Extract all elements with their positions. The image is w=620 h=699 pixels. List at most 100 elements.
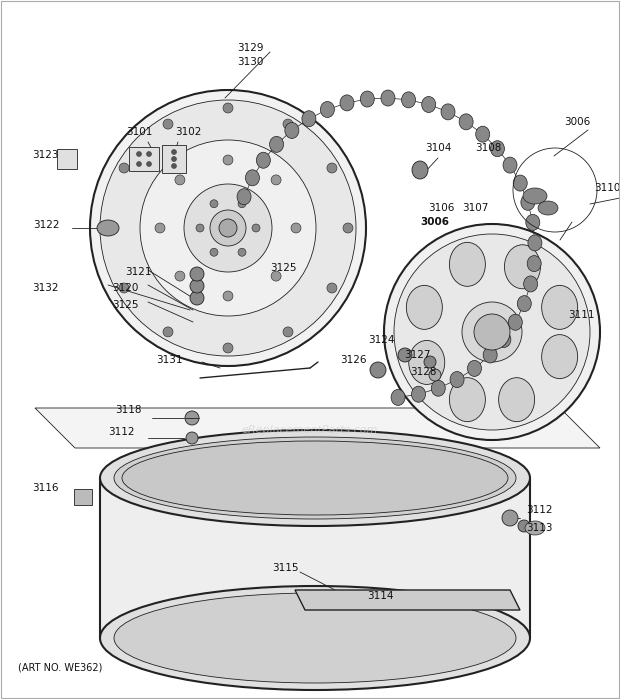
Ellipse shape — [321, 101, 334, 117]
Ellipse shape — [270, 136, 283, 152]
Ellipse shape — [119, 283, 129, 293]
Ellipse shape — [459, 114, 473, 130]
Polygon shape — [295, 590, 520, 610]
Text: 3124: 3124 — [368, 335, 394, 345]
Circle shape — [190, 267, 204, 281]
Ellipse shape — [384, 224, 600, 440]
Ellipse shape — [474, 314, 510, 350]
Circle shape — [146, 152, 151, 157]
Ellipse shape — [483, 347, 497, 363]
Ellipse shape — [163, 327, 173, 337]
Ellipse shape — [271, 271, 281, 281]
Circle shape — [190, 279, 204, 293]
Text: 3129: 3129 — [237, 43, 264, 53]
Text: 3102: 3102 — [175, 127, 202, 137]
Text: 3125: 3125 — [270, 263, 296, 273]
Ellipse shape — [462, 302, 522, 362]
Ellipse shape — [238, 200, 246, 208]
Text: 3128: 3128 — [410, 367, 436, 377]
Text: 3115: 3115 — [272, 563, 298, 573]
Ellipse shape — [327, 163, 337, 173]
Polygon shape — [35, 408, 600, 448]
Circle shape — [398, 348, 412, 362]
FancyBboxPatch shape — [162, 145, 186, 173]
Text: 3114: 3114 — [367, 591, 393, 601]
Ellipse shape — [302, 110, 316, 127]
Ellipse shape — [394, 234, 590, 430]
Circle shape — [424, 356, 436, 368]
Ellipse shape — [412, 387, 425, 402]
Ellipse shape — [524, 276, 538, 292]
Ellipse shape — [508, 315, 522, 330]
Text: 3101: 3101 — [126, 127, 153, 137]
Ellipse shape — [210, 248, 218, 257]
Text: 3110: 3110 — [594, 183, 620, 193]
Ellipse shape — [412, 161, 428, 179]
Ellipse shape — [476, 127, 490, 142]
Ellipse shape — [271, 175, 281, 185]
Ellipse shape — [97, 220, 119, 236]
Ellipse shape — [517, 296, 531, 312]
Circle shape — [370, 362, 386, 378]
Ellipse shape — [184, 184, 272, 272]
Ellipse shape — [175, 271, 185, 281]
Ellipse shape — [406, 285, 442, 329]
Ellipse shape — [291, 223, 301, 233]
Ellipse shape — [100, 100, 356, 356]
Text: 3122: 3122 — [33, 220, 60, 230]
Ellipse shape — [219, 219, 237, 237]
Text: 3116: 3116 — [32, 483, 58, 493]
Text: 3108: 3108 — [475, 143, 502, 153]
Ellipse shape — [223, 155, 233, 165]
Ellipse shape — [210, 200, 218, 208]
Text: 3120: 3120 — [112, 283, 138, 293]
Ellipse shape — [527, 256, 541, 272]
Ellipse shape — [343, 223, 353, 233]
Ellipse shape — [525, 521, 545, 535]
Text: 3127: 3127 — [404, 350, 430, 360]
Ellipse shape — [422, 96, 436, 113]
Ellipse shape — [140, 140, 316, 316]
Text: 3111: 3111 — [568, 310, 595, 320]
Text: 3121: 3121 — [125, 267, 151, 277]
Text: 3104: 3104 — [425, 143, 451, 153]
Ellipse shape — [360, 91, 374, 107]
Ellipse shape — [513, 175, 527, 191]
Ellipse shape — [450, 243, 485, 287]
Text: (ART NO. WE362): (ART NO. WE362) — [18, 662, 102, 672]
Circle shape — [136, 152, 141, 157]
Text: 3125: 3125 — [112, 300, 138, 310]
Ellipse shape — [114, 437, 516, 519]
Ellipse shape — [155, 223, 165, 233]
Ellipse shape — [381, 90, 395, 106]
Circle shape — [502, 510, 518, 526]
Ellipse shape — [114, 593, 516, 683]
Ellipse shape — [498, 377, 534, 421]
Circle shape — [518, 520, 530, 532]
FancyBboxPatch shape — [74, 489, 92, 505]
Polygon shape — [100, 478, 530, 638]
Text: 3107: 3107 — [462, 203, 489, 213]
Text: 3006: 3006 — [564, 117, 590, 127]
Ellipse shape — [119, 163, 129, 173]
Ellipse shape — [505, 245, 541, 289]
Ellipse shape — [283, 327, 293, 337]
Ellipse shape — [490, 140, 505, 157]
Ellipse shape — [327, 283, 337, 293]
Text: 3131: 3131 — [156, 355, 182, 365]
Text: 3123: 3123 — [32, 150, 58, 160]
FancyBboxPatch shape — [57, 149, 77, 169]
Text: 3118: 3118 — [115, 405, 141, 415]
Circle shape — [429, 369, 441, 381]
Ellipse shape — [542, 285, 578, 329]
Ellipse shape — [467, 361, 482, 376]
Circle shape — [172, 150, 177, 154]
Ellipse shape — [409, 340, 445, 384]
Text: 3130: 3130 — [237, 57, 263, 67]
Ellipse shape — [238, 248, 246, 257]
Ellipse shape — [163, 119, 173, 129]
FancyBboxPatch shape — [129, 147, 159, 171]
Ellipse shape — [542, 335, 578, 379]
Ellipse shape — [497, 331, 511, 347]
Circle shape — [146, 161, 151, 166]
